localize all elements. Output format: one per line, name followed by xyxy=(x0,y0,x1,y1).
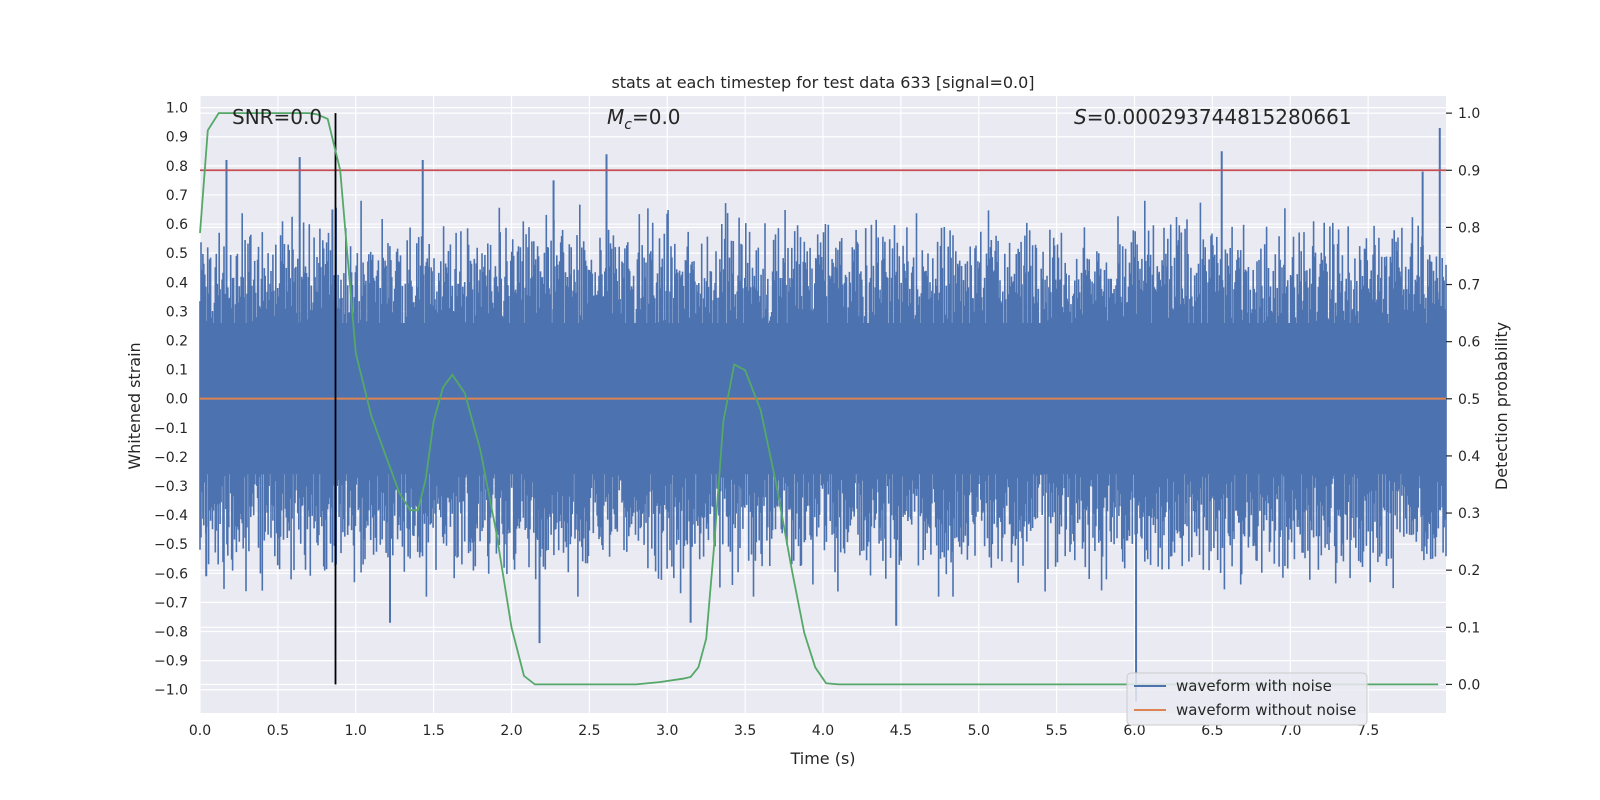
x-tick-label: 2.0 xyxy=(500,723,522,739)
left-y-tick-label: 0.5 xyxy=(166,246,188,262)
left-y-tick-label: −0.5 xyxy=(154,537,188,553)
left-y-tick-label: 0.4 xyxy=(166,275,188,291)
right-y-tick-label: 0.0 xyxy=(1458,677,1480,693)
right-y-tick-label: 0.9 xyxy=(1458,163,1480,179)
right-y-tick-label: 0.6 xyxy=(1458,335,1480,351)
x-tick-label: 6.5 xyxy=(1201,723,1223,739)
legend-label-clean: waveform without noise xyxy=(1176,701,1356,719)
x-axis-ticks: 0.0 0.5 1.0 1.5 2.0 2.5 3.0 3.5 4.0 4.5 5.0 5.5 6.0 6… xyxy=(189,723,1379,739)
x-tick-label: 6.0 xyxy=(1123,723,1145,739)
x-tick-label: 7.0 xyxy=(1279,723,1301,739)
left-y-tick-label: 0.9 xyxy=(166,130,188,146)
left-y-tick-label: 0.3 xyxy=(166,304,188,320)
left-y-tick-label: 0.1 xyxy=(166,363,188,379)
legend-box xyxy=(1126,672,1368,726)
left-y-tick-label: 0.8 xyxy=(166,159,188,175)
x-tick-label: 4.5 xyxy=(890,723,912,739)
mc-subscript: c xyxy=(624,117,632,133)
x-axis-label: Time (s) xyxy=(789,749,855,768)
left-y-tick-label: −0.2 xyxy=(154,450,188,466)
left-y-tick-label: 0.6 xyxy=(166,217,188,233)
detection-probability-line xyxy=(199,112,1439,686)
left-y-tick-label: −0.9 xyxy=(154,654,188,670)
left-y-tick-label: 1.0 xyxy=(166,101,188,117)
right-y-tick-label: 0.8 xyxy=(1458,220,1480,236)
snr-annotation: SNR=0.0 xyxy=(232,105,322,129)
x-tick-label: 3.5 xyxy=(734,723,756,739)
right-y-axis-ticks: 1.0 0.9 0.8 0.7 0.6 0.5 0.4 0.3 0.2 0.1 0.0 xyxy=(1446,106,1480,693)
right-y-tick-label: 0.1 xyxy=(1458,620,1480,636)
legend-label-noise: waveform with noise xyxy=(1176,677,1332,695)
left-y-tick-label: 0.2 xyxy=(166,333,188,349)
s-value: =0.000293744815280661 xyxy=(1087,105,1352,129)
left-y-tick-label: −0.1 xyxy=(154,421,188,437)
right-y-tick-label: 0.2 xyxy=(1458,563,1480,579)
left-y-tick-label: −0.4 xyxy=(154,508,188,524)
left-y-tick-label: −1.0 xyxy=(154,683,188,699)
left-y-tick-label: 0.7 xyxy=(166,188,188,204)
mc-symbol: M xyxy=(607,105,624,129)
x-tick-label: 5.0 xyxy=(968,723,990,739)
right-y-tick-label: 0.4 xyxy=(1458,449,1480,465)
x-tick-label: 5.5 xyxy=(1045,723,1067,739)
left-y-tick-label: −0.3 xyxy=(154,479,188,495)
chart-title: stats at each timestep for test data 633… xyxy=(611,73,1034,92)
left-y-tick-label: 0.0 xyxy=(166,392,188,408)
left-y-tick-label: −0.7 xyxy=(154,595,188,611)
s-symbol: S xyxy=(1074,105,1087,129)
x-tick-label: 1.0 xyxy=(345,723,367,739)
left-y-tick-label: −0.6 xyxy=(154,566,188,582)
right-y-tick-label: 1.0 xyxy=(1458,106,1480,122)
x-tick-label: 0.5 xyxy=(267,723,289,739)
right-y-tick-label: 0.5 xyxy=(1458,392,1480,408)
right-y-axis-label: Detection probability xyxy=(1492,322,1511,490)
mc-value: =0.0 xyxy=(632,105,681,129)
left-y-axis-ticks: 1.0 0.9 0.8 0.7 0.6 0.5 0.4 0.3 0.2 0.1 0.0 −0.1 −0.… xyxy=(154,101,188,699)
x-tick-label: 1.5 xyxy=(422,723,444,739)
left-y-axis-label: Whitened strain xyxy=(125,342,144,469)
x-tick-label: 3.0 xyxy=(656,723,678,739)
mc-annotation: Mc=0.0 xyxy=(607,105,681,133)
left-y-tick-label: −0.8 xyxy=(154,625,188,641)
right-y-tick-label: 0.3 xyxy=(1458,506,1480,522)
x-tick-label: 7.5 xyxy=(1357,723,1379,739)
legend: waveform with noise waveform without noi… xyxy=(1126,672,1368,726)
x-tick-label: 2.5 xyxy=(578,723,600,739)
s-annotation: S=0.000293744815280661 xyxy=(1074,105,1352,129)
x-tick-label: 0.0 xyxy=(189,723,211,739)
right-y-tick-label: 0.7 xyxy=(1458,278,1480,294)
x-tick-label: 4.0 xyxy=(812,723,834,739)
